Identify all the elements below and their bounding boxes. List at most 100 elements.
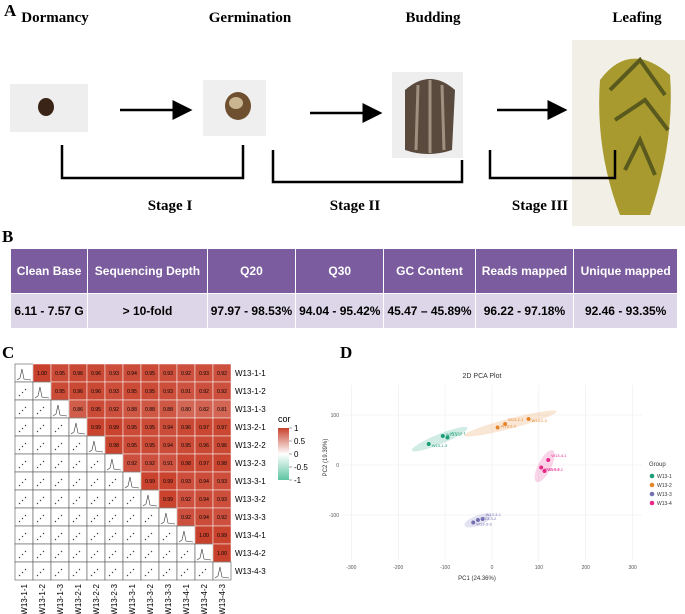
mini-scatter: [18, 424, 27, 433]
mini-scatter: [162, 532, 171, 541]
cor-value: 0.96: [91, 371, 101, 377]
cor-value: 0.91: [163, 461, 173, 467]
point-label: W13-4-3: [544, 467, 560, 472]
x-axis-label: PC1 (24.36%): [458, 576, 496, 582]
col-label: W13-1-1: [20, 583, 29, 614]
mini-scatter: [108, 550, 117, 559]
mini-scatter: [144, 532, 153, 541]
mini-scatter: [198, 568, 207, 577]
legend-marker: [649, 491, 655, 497]
cor-value: 1.00: [37, 371, 47, 377]
blank-cell: [32, 543, 52, 563]
mini-density: [88, 440, 104, 453]
legend-label: W13-1: [657, 474, 672, 480]
mini-scatter: [72, 514, 81, 523]
blank-cell: [50, 417, 70, 437]
mini-scatter: [90, 478, 99, 487]
blank-cell: [14, 543, 34, 563]
mini-scatter: [18, 478, 27, 487]
row-label: W13-1-1: [235, 369, 266, 378]
table-cell: 92.46 - 93.35%: [573, 293, 678, 329]
blank-cell: [14, 381, 34, 401]
blank-cell: [104, 561, 124, 581]
blank-cell: [50, 543, 70, 563]
blank-cell: [32, 417, 52, 437]
mini-scatter: [72, 550, 81, 559]
cor-value: 0.95: [145, 371, 155, 377]
mini-scatter: [180, 568, 189, 577]
blank-cell: [122, 525, 142, 545]
blank-cell: [158, 543, 178, 563]
blank-cell: [50, 507, 70, 527]
mini-scatter: [54, 532, 63, 541]
mini-scatter: [18, 460, 27, 469]
mini-scatter: [72, 442, 81, 451]
phase-label: Stage III: [512, 198, 568, 214]
cor-value: 0.92: [181, 515, 191, 521]
blank-cell: [50, 453, 70, 473]
col-label: W13-2-3: [110, 583, 119, 614]
panel-label: B: [2, 227, 13, 246]
mini-scatter: [36, 568, 45, 577]
blank-cell: [68, 507, 88, 527]
mini-scatter: [108, 568, 117, 577]
cor-value: 0.98: [217, 461, 227, 467]
blank-cell: [68, 489, 88, 509]
col-label: W13-1-3: [56, 583, 65, 614]
cor-value: 0.93: [199, 371, 209, 377]
leaf-detail: [608, 56, 670, 176]
col-label: W13-3-3: [164, 583, 173, 614]
stage-name: Germination: [209, 10, 292, 26]
point-label: W13-3-1: [486, 512, 502, 517]
blank-cell: [68, 561, 88, 581]
blank-cell: [122, 507, 142, 527]
point: [526, 416, 532, 422]
cor-value: 0.92: [181, 497, 191, 503]
mini-density: [34, 386, 50, 399]
mini-scatter: [144, 568, 153, 577]
mini-scatter: [18, 496, 27, 505]
mini-density: [142, 494, 158, 507]
cor-value: 0.94: [199, 515, 209, 521]
blank-cell: [32, 471, 52, 491]
y-tick-label: 100: [331, 413, 340, 419]
blank-cell: [14, 507, 34, 527]
cor-value: 0.95: [55, 371, 65, 377]
blank-cell: [32, 399, 52, 419]
cor-value: 0.92: [217, 389, 227, 395]
x-tick-label: 0: [491, 565, 494, 571]
cor-value: 0.93: [181, 479, 191, 485]
confidence-ellipse: [411, 426, 468, 452]
cor-value: 0.88: [145, 407, 155, 413]
table-cell: > 10-fold: [87, 293, 208, 329]
blank-cell: [86, 471, 106, 491]
mini-density: [124, 476, 140, 489]
mini-scatter: [90, 532, 99, 541]
x-tick-label: 200: [582, 565, 591, 571]
col-label: W13-2-2: [92, 583, 101, 614]
mini-scatter: [54, 478, 63, 487]
mini-scatter: [18, 514, 27, 523]
cor-value: 0.88: [163, 407, 173, 413]
mini-scatter: [90, 514, 99, 523]
row-label: W13-4-3: [235, 567, 266, 576]
mini-scatter: [36, 514, 45, 523]
cor-value: 0.98: [181, 461, 191, 467]
cor-value: 0.88: [127, 407, 137, 413]
mini-density: [106, 458, 122, 471]
mini-scatter: [36, 478, 45, 487]
blank-cell: [68, 453, 88, 473]
mini-scatter: [36, 406, 45, 415]
cor-value: 0.94: [199, 497, 209, 503]
col-label: W13-4-2: [200, 583, 209, 614]
mini-scatter: [54, 496, 63, 505]
mini-scatter: [162, 550, 171, 559]
cor-value: 0.81: [217, 407, 227, 413]
mini-scatter: [54, 550, 63, 559]
colorbar-label: -0.5: [294, 463, 308, 472]
cor-value: 0.95: [127, 443, 137, 449]
blank-cell: [32, 489, 52, 509]
mini-density: [160, 512, 176, 525]
row-label: W13-3-3: [235, 513, 266, 522]
row-label: W13-3-1: [235, 477, 266, 486]
